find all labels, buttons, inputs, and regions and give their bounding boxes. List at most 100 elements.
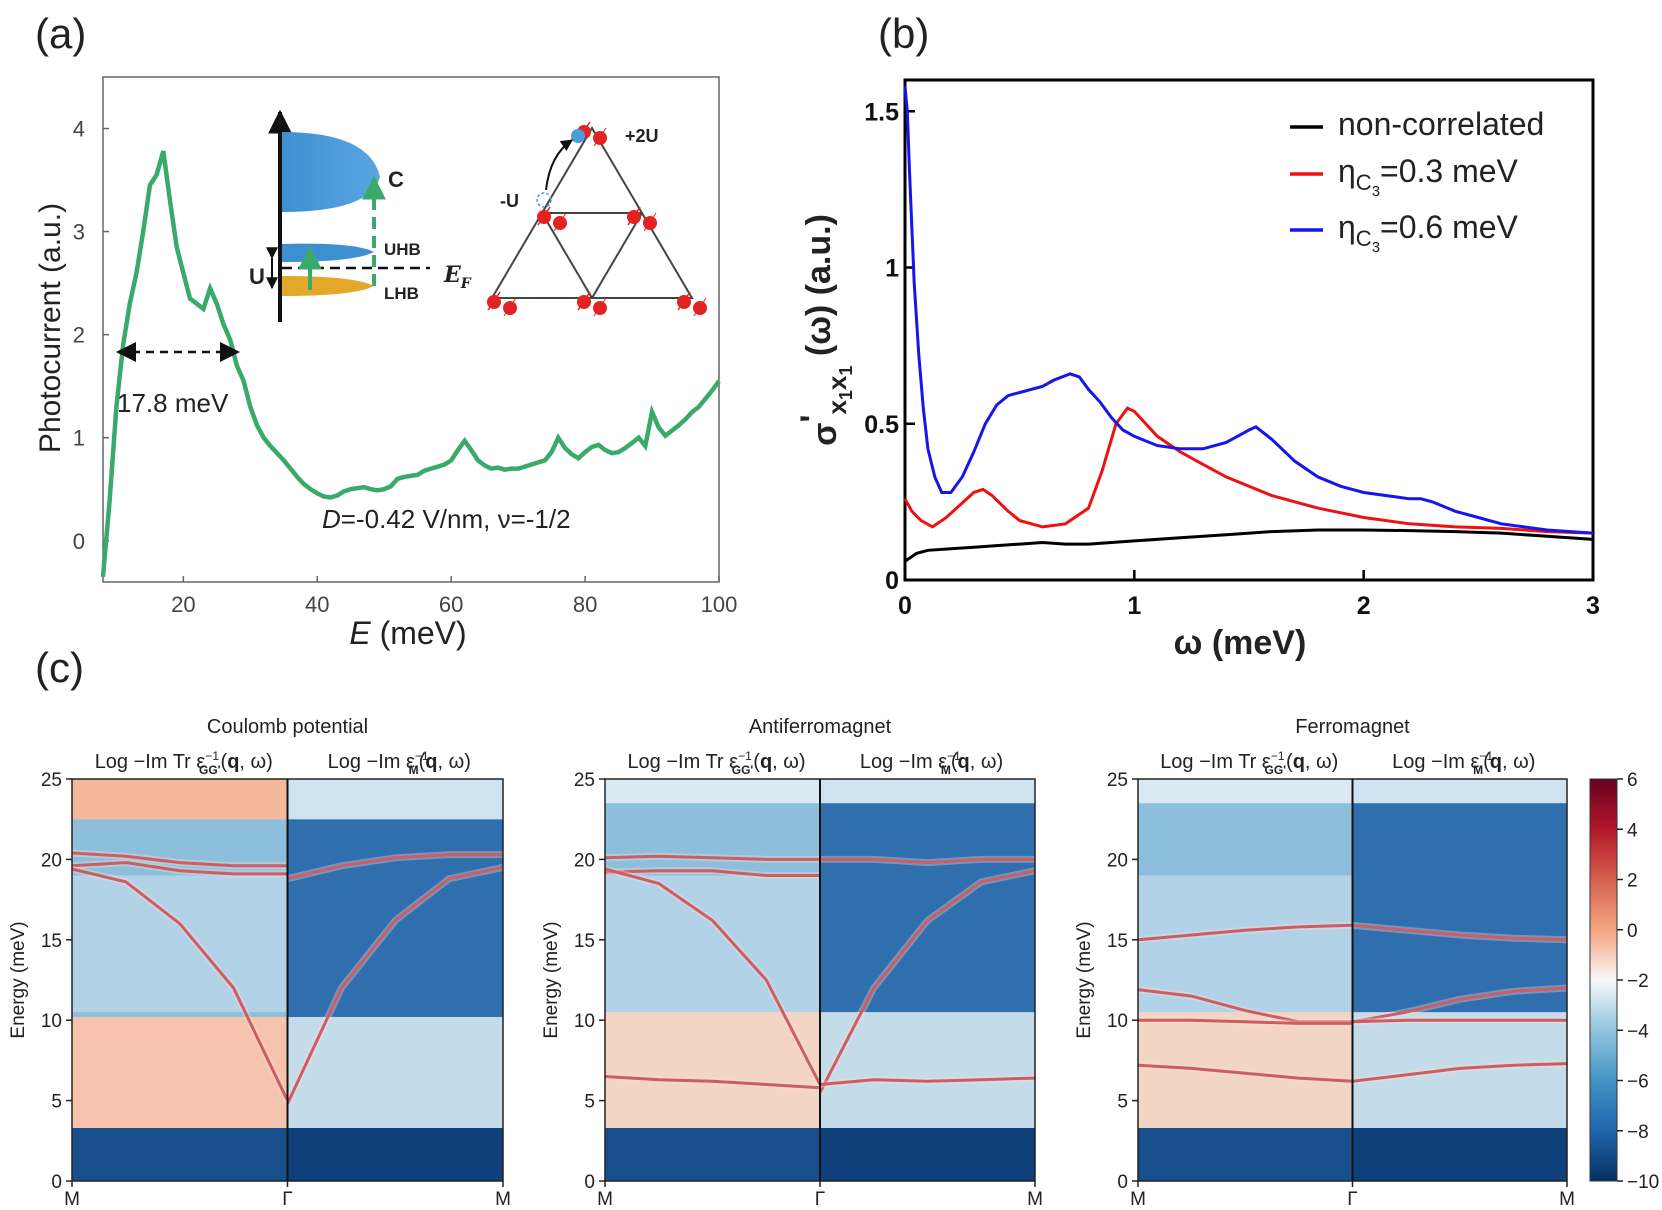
- dispersion-left-glow: [71, 859, 288, 878]
- panel-a-xtick-label: 80: [573, 592, 597, 617]
- panel-b-frame: [903, 78, 1595, 582]
- subtitle-open: (: [951, 751, 958, 773]
- label-uhb: UHB: [384, 240, 421, 259]
- subtitle-q: q: [1293, 751, 1305, 773]
- spin-mark: [577, 291, 591, 311]
- dispersion-right-glow: [1352, 1016, 1567, 1026]
- subtitle-q: q: [1490, 751, 1502, 773]
- band-haze: [605, 875, 820, 1013]
- band-bottom: [820, 1127, 1035, 1181]
- dispersion-right: [820, 857, 1035, 865]
- spin-mark: [503, 297, 517, 317]
- subtitle-base: Log −Im ε: [860, 751, 947, 773]
- heatmap-xtick-label: Γ: [815, 1189, 825, 1210]
- photocurrent-line: [100, 150, 721, 577]
- lattice-electron: [693, 301, 707, 315]
- subtitle-q: q: [227, 751, 239, 773]
- panel-b-xtick-label: 2: [1357, 592, 1371, 620]
- non-correlated-line: [904, 528, 1594, 563]
- subtitle-rest: , ω): [437, 751, 470, 773]
- heatmap-ytick-label: 15: [1107, 931, 1128, 952]
- vacancy-site: [536, 192, 552, 208]
- subtitle-open: (: [1483, 751, 1490, 773]
- subtitle-rest: , ω): [1305, 751, 1338, 773]
- dispersion-left: [1137, 1063, 1353, 1083]
- dispersion-left: [604, 869, 820, 877]
- subtitle-sub: M: [409, 763, 419, 777]
- heatmap-ytick-label: 5: [1117, 1092, 1128, 1113]
- dispersion-right-glow: [820, 855, 1035, 867]
- ylabel-sigma: σ: [806, 423, 844, 446]
- panel-a-ylabel: Photocurrent (a.u.): [34, 203, 67, 453]
- heatmap-ylabel: Energy (meV): [1074, 921, 1095, 1038]
- dispersion-left: [71, 861, 288, 876]
- label-ef-sub: F: [460, 276, 472, 292]
- dispersion-left: [1137, 988, 1353, 1024]
- dispersion-right-glow: [819, 1074, 1036, 1088]
- subtitle-sup: −1: [415, 749, 429, 763]
- subtitle-base: Log −Im ε: [328, 751, 415, 773]
- dispersion-left-glow: [71, 865, 291, 1103]
- spin-mark: [693, 297, 707, 317]
- lattice-electron: [593, 301, 607, 315]
- subtitle-sub: GG': [199, 763, 221, 777]
- heatmap-xtick-label: M: [495, 1189, 511, 1210]
- band-diagram-inset: C UHB LHB U EF: [249, 109, 472, 322]
- label-lhb: LHB: [384, 284, 419, 303]
- panel-label-b: (b): [878, 10, 929, 57]
- heatmap-ytick-label: 0: [584, 1172, 595, 1193]
- subtitle-sup: −1: [1479, 749, 1493, 763]
- legend-subsub: 3: [1372, 239, 1380, 256]
- dispersion-right: [287, 853, 503, 881]
- band-top: [820, 779, 1035, 804]
- label-u: U: [249, 264, 265, 289]
- colorbar-tick-label: 6: [1627, 770, 1638, 791]
- heatmap-ytick-label: 10: [1107, 1011, 1128, 1032]
- band-gap: [287, 819, 503, 1017]
- panel-a-xtick-label: 20: [171, 592, 195, 617]
- panel-b-xtick-label: 1: [1127, 592, 1141, 620]
- heatmap-ytick-label: 10: [41, 1011, 62, 1032]
- panel-b-ytick-label: 0: [885, 567, 899, 595]
- ylabel-subsub1: 1: [836, 390, 856, 400]
- subtitle-sup: −1: [947, 749, 961, 763]
- spin-mark: [627, 206, 641, 226]
- subtitle-sub: GG': [732, 763, 754, 777]
- band-bottom: [1138, 1127, 1353, 1181]
- spin-mark: [553, 212, 567, 232]
- subtitle-base: Log −Im ε: [1392, 751, 1479, 773]
- heatmap-ytick-label: 5: [51, 1092, 62, 1113]
- heatmap-title: Coulomb potential: [207, 716, 368, 738]
- dispersion-left: [71, 851, 288, 868]
- band-gap: [1352, 803, 1567, 1013]
- heatmap-xtick-label: Γ: [1347, 1189, 1357, 1210]
- panel-a-xlabel: E (meV): [349, 615, 466, 651]
- colorbar-tick-label: −10: [1627, 1172, 1659, 1193]
- lattice-electron: [643, 216, 657, 230]
- legend-prefix: η: [1338, 209, 1356, 245]
- subtitle-sub: GG': [1265, 763, 1287, 777]
- band-continuum: [1138, 1012, 1353, 1128]
- lattice-electron: [593, 131, 607, 145]
- condition-var: D: [322, 504, 341, 534]
- subtitle-open: (: [753, 751, 760, 773]
- legend-suffix: =0.3 meV: [1380, 153, 1519, 189]
- colorbar-tick-label: 4: [1627, 820, 1638, 841]
- dispersion-right-glow: [284, 863, 504, 1106]
- band-bottom: [605, 1127, 820, 1181]
- moved-electron: [571, 129, 585, 143]
- subtitle-rest: , ω): [1502, 751, 1535, 773]
- subtitle-sup: −1: [205, 749, 219, 763]
- subtitle-rest: , ω): [970, 751, 1003, 773]
- subtitle-base: Log −Im Tr ε: [1160, 751, 1271, 773]
- panel-b-ticks: 0 1 2 3 0 0.5 1 1.5: [864, 98, 1600, 620]
- band-top: [1352, 779, 1567, 804]
- condition-text: =-0.42 V/nm, ν=-1/2: [341, 504, 571, 534]
- band-continuum: [605, 1012, 820, 1128]
- panel-label-c: (c): [35, 644, 84, 691]
